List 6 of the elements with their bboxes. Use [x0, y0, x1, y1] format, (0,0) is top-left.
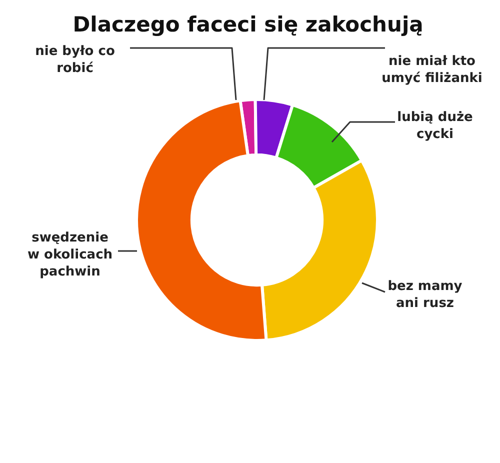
- slice-label: nie było co robić: [35, 44, 115, 76]
- slice-label: lubią duże cycki: [397, 110, 474, 142]
- slice-label: nie miał kto umyć filiżanki: [382, 54, 482, 86]
- slice-label: bez mamy ani rusz: [388, 278, 463, 311]
- chart-title: Dlaczego faceci się zakochują: [72, 12, 424, 36]
- slice-label: swędzenie w okolicach pachwin: [27, 230, 113, 280]
